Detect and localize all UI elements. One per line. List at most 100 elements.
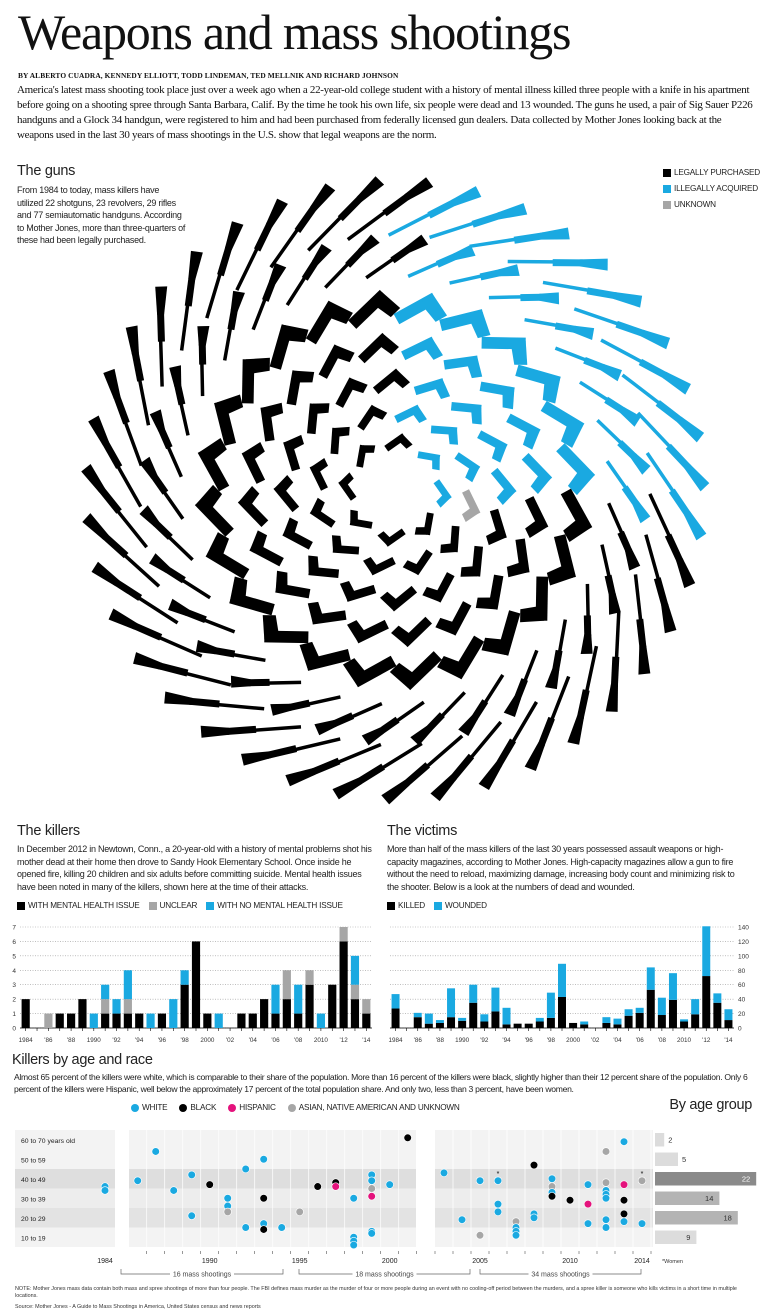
gun-grip [437,655,467,678]
gun-stock [133,652,163,670]
legend-legal: LEGALLY PURCHASED [663,168,760,178]
gun-stock [684,463,710,492]
point-white [151,1147,160,1156]
gun-grip [311,497,325,516]
gun-stock [638,645,651,675]
gun-grip [567,465,593,496]
bar-1988-killed [435,1022,444,1028]
x-tick-label: 1990 [202,1258,218,1265]
gun-stock [230,290,245,312]
bar-2009-unclear [305,970,314,985]
gun-stock [188,250,203,280]
age-row-label: 30 to 39 [21,1197,46,1204]
x-tick-label: 2010 [314,1037,329,1044]
gun-stock [356,176,385,202]
gun-grip [391,625,415,646]
gun-grip [470,406,482,425]
x-tick-label: 2005 [472,1258,488,1265]
gun-receiver [610,656,620,687]
gun-icon-legal [410,691,466,746]
bar-1991-unclear [101,999,110,1014]
row-band [435,1169,653,1189]
gun-slide [345,584,377,602]
y-tick-label: 120 [738,939,749,946]
gun-stock [81,463,105,493]
bar-2006-with-mental-health-issue [271,1013,280,1028]
victims-text: More than half of the mass killers of th… [387,844,735,892]
source: Source: Mother Jones - A Guide to Mass S… [15,1304,261,1310]
bar-1997-wounded [535,1017,544,1022]
x-tick-label: 2010 [677,1037,692,1044]
age-group-bar [655,1172,757,1186]
y-tick-label: 140 [738,925,749,932]
killers-text: In December 2012 in Newtown, Conn., a 20… [17,844,372,892]
gun-icon-legal [402,549,433,576]
gun-receiver [427,198,458,219]
killers-heading: The killers [17,823,80,839]
x-tick-label: '12 [702,1037,711,1044]
gun-receiver [131,350,145,382]
gun-grip [340,472,354,488]
y-tick-label: 100 [738,953,749,960]
gun-grip [432,456,440,471]
gun-grip [207,532,230,562]
gun-stock [270,703,292,716]
gun-stock [268,263,287,285]
gun-receiver [382,192,411,217]
gun-grip [275,474,294,496]
legend-label: BLACK [190,1103,217,1112]
bar-1996-with-mental-health-issue [157,1013,167,1028]
gun-icon-legal [81,463,149,549]
bar-1990-with-no-mental-health-issue [89,1013,98,1028]
byline: BY ALBERTO CUADRA, KENNEDY ELLIOTT, TODD… [18,71,399,80]
gun-grip [283,517,299,538]
row-band [435,1130,653,1150]
row-band [15,1169,115,1189]
gun-stock [684,511,707,541]
gun-receiver [583,615,592,637]
legend-mental-health: WITH MENTAL HEALTH ISSUE [17,901,140,911]
bar-1990-killed [458,1020,467,1028]
gun-receiver [586,287,618,300]
point-white [475,1176,485,1185]
bar-1993-unclear [123,999,132,1014]
gun-stock [230,675,251,688]
gun-grip [263,402,284,420]
gun-icon-illegal [477,430,508,463]
x-tick-label: 1984 [389,1037,404,1044]
age-row-label: 20 to 29 [21,1216,46,1223]
point-black [565,1196,575,1205]
x-tick-label: 2000 [200,1037,215,1044]
gun-stock [662,371,691,395]
gun-icon-illegal [407,244,476,278]
bar-1990-wounded [458,1017,467,1021]
bar-2011-with-mental-health-issue [328,984,337,1028]
gun-icon-legal [478,701,539,791]
bar-2010-wounded [680,1019,689,1022]
women-asterisk: * [497,1171,500,1178]
point-white [385,1180,394,1189]
bar-2001-wounded [580,1021,589,1025]
victims-legend: KILLED WOUNDED [387,901,487,911]
legend-label: UNCLEAR [159,901,198,910]
gun-grip [435,617,459,635]
point-white [439,1168,449,1178]
gun-grip [460,565,479,577]
gun-icon-legal [306,403,330,435]
gun-grip [262,615,280,640]
gun-icon-legal [229,576,275,616]
y-tick-label: 7 [12,925,16,932]
gun-grip [475,597,497,610]
guns-text: From 1984 to today, mass killers have ut… [17,185,186,245]
gun-icon-illegal [578,380,641,427]
bar-2004-killed [613,1024,622,1028]
gun-icon-legal [520,576,549,623]
bar-2000-with-mental-health-issue [203,1013,212,1028]
gun-grip [397,435,413,449]
gun-icon-legal [545,619,568,690]
y-tick-label: 6 [12,939,16,946]
gun-icon-illegal [417,451,441,471]
gun-icon-legal [356,444,376,468]
gun-receiver [97,485,122,514]
gun-receiver [513,678,528,701]
